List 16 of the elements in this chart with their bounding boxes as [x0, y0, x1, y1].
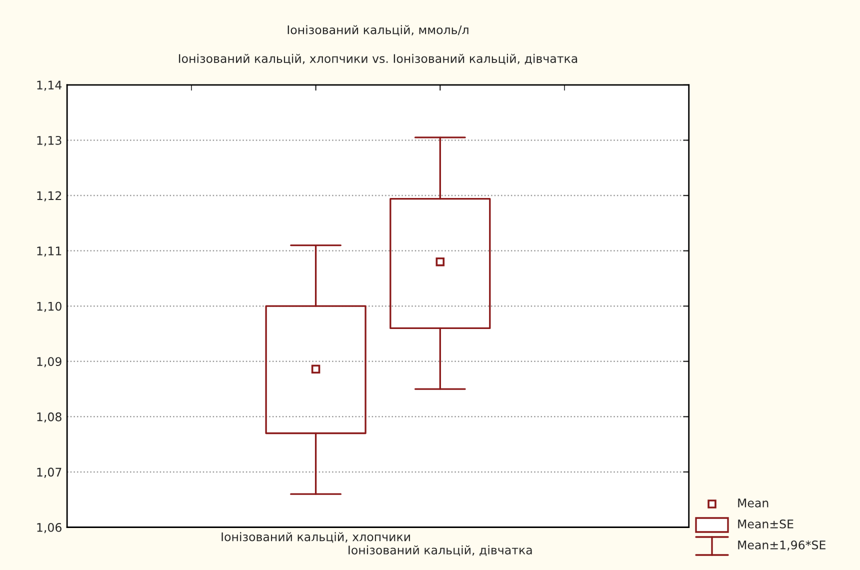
- y-tick-label: 1,10: [37, 302, 62, 312]
- y-tick-label: 1,11: [37, 246, 62, 257]
- x-tick-label: Іонізований кальцій, дівчатка: [348, 545, 532, 556]
- text: Mean±SE: [738, 519, 794, 528]
- y-tick-label: 1,06: [37, 522, 62, 534]
- y-tick-label: 1,14: [37, 80, 62, 91]
- chart-subtitle: Іонізований кальцій, хлопчики vs. Іонізований кальцій, дівчатка: [178, 54, 578, 64]
- y-tick-label: 1,09: [37, 357, 62, 368]
- y-tick-label: 1,07: [37, 468, 62, 478]
- y-tick-label: 1,08: [37, 412, 62, 423]
- y-tick-label: 1,12: [37, 191, 62, 202]
- x-tick-label: Іонізований кальцій, хлопчики: [222, 532, 410, 543]
- text: Mean±1,96*SE: [738, 540, 826, 551]
- text: Mean: [738, 498, 768, 508]
- y-tick-label: 1,13: [37, 136, 62, 146]
- chart-title: Іонізований кальцій, ммоль/л: [288, 25, 468, 36]
